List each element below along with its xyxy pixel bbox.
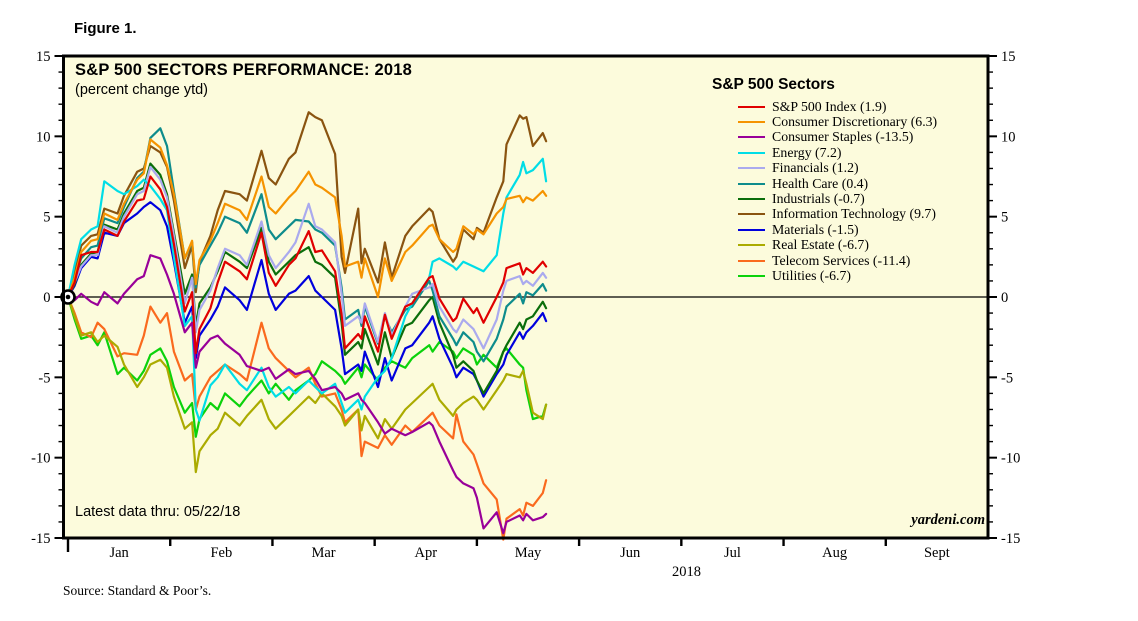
legend-label: Financials (1.2) xyxy=(772,160,859,176)
legend-label: Energy (7.2) xyxy=(772,144,842,160)
legend-entry: Health Care (0.4) xyxy=(712,176,982,191)
legend-entries: S&P 500 Index (1.9) Consumer Discretionar… xyxy=(712,99,982,284)
chart-subtitle: (percent change ytd) xyxy=(75,82,208,98)
legend-entry: Consumer Staples (-13.5) xyxy=(712,129,982,145)
y-axis-tick-label-right: 15 xyxy=(1001,49,1016,65)
x-axis-month-label: Aug xyxy=(822,545,847,561)
series-line-real-estate xyxy=(66,295,548,474)
series-line-financials xyxy=(66,165,548,350)
plot-border xyxy=(62,54,990,540)
x-axis-month-label: May xyxy=(515,545,542,561)
legend-label: Utilities (-6.7) xyxy=(772,268,851,283)
legend-swatch xyxy=(738,182,765,185)
legend-swatch xyxy=(738,274,765,277)
legend-swatch xyxy=(738,198,765,201)
x-axis-year-label: 2018 xyxy=(672,564,701,580)
source-note: Source: Standard & Poor’s. xyxy=(63,583,212,598)
x-axis-month-label: Apr xyxy=(414,545,437,561)
x-axis-month-label: Sept xyxy=(924,545,950,561)
y-axis-tick-label-right: -15 xyxy=(1001,531,1020,547)
legend-swatch xyxy=(738,167,765,170)
legend-entry: Energy (7.2) xyxy=(712,145,982,160)
y-axis-tick-label-right: 10 xyxy=(1001,129,1016,145)
legend-label: Consumer Discretionary (6.3) xyxy=(772,114,938,130)
y-axis-tick-label-right: -10 xyxy=(1001,451,1020,467)
legend-label: Health Care (0.4) xyxy=(772,175,869,191)
legend: S&P 500 Sectors S&P 500 Index (1.9) Consu… xyxy=(712,76,982,284)
series-line-energy xyxy=(66,157,548,422)
series-line-utilities xyxy=(66,295,548,438)
legend-entry: Industrials (-0.7) xyxy=(712,191,982,206)
legend-swatch xyxy=(738,121,765,124)
x-axis-month-label: Jan xyxy=(109,545,129,561)
legend-label: Real Estate (-6.7) xyxy=(772,237,869,253)
y-axis-tick-label-left: 5 xyxy=(43,210,50,226)
y-axis-tick-label-right: 5 xyxy=(1001,210,1008,226)
y-axis-tick-label-right: -5 xyxy=(1001,370,1013,386)
legend-label: Materials (-1.5) xyxy=(772,221,859,237)
legend-title: S&P 500 Sectors xyxy=(712,76,835,93)
legend-entry: Financials (1.2) xyxy=(712,160,982,176)
y-axis-tick-label-left: -5 xyxy=(38,370,50,386)
y-axis-tick-label-right: 0 xyxy=(1001,290,1008,306)
series-line-consumer-staples xyxy=(66,254,548,535)
legend-swatch xyxy=(738,244,765,247)
legend-entry: Telecom Services (-11.4) xyxy=(712,253,982,268)
y-axis-tick-label-left: -15 xyxy=(31,531,50,547)
legend-label: Information Technology (9.7) xyxy=(772,206,936,222)
legend-label: Consumer Staples (-13.5) xyxy=(772,129,914,145)
legend-entry: Information Technology (9.7) xyxy=(712,206,982,222)
legend-label: Telecom Services (-11.4) xyxy=(772,252,911,268)
legend-entry: Real Estate (-6.7) xyxy=(712,237,982,253)
series-line-s-p-500-index xyxy=(66,175,548,355)
legend-swatch xyxy=(738,151,765,154)
chart-title: S&P 500 SECTORS PERFORMANCE: 2018 xyxy=(75,61,413,79)
legend-swatch xyxy=(738,136,765,139)
y-axis-tick-label-left: 15 xyxy=(36,49,51,65)
y-axis-tick-label-left: -10 xyxy=(31,451,50,467)
legend-entry: Materials (-1.5) xyxy=(712,222,982,237)
y-axis-tick-label-left: 0 xyxy=(43,290,50,306)
latest-data-note: Latest data thru: 05/22/18 xyxy=(75,504,241,520)
legend-entry: Utilities (-6.7) xyxy=(712,268,982,283)
legend-label: S&P 500 Index (1.9) xyxy=(772,98,887,114)
x-axis-month-label: Mar xyxy=(311,545,335,561)
legend-swatch xyxy=(738,259,765,262)
x-axis-month-label: Feb xyxy=(210,545,232,561)
x-axis-month-label: Jul xyxy=(724,545,741,561)
series-line-consumer-discretionary xyxy=(66,138,548,299)
legend-swatch xyxy=(738,105,765,108)
yardeni-watermark: yardeni.com xyxy=(911,512,985,528)
legend-label: Industrials (-0.7) xyxy=(772,191,865,207)
x-axis-month-label: Jun xyxy=(620,545,641,561)
figure-label: Figure 1. xyxy=(74,20,137,37)
legend-swatch xyxy=(738,228,765,231)
legend-entry: S&P 500 Index (1.9) xyxy=(712,99,982,114)
legend-swatch xyxy=(738,213,765,216)
origin-marker-dot xyxy=(65,294,71,300)
legend-entry: Consumer Discretionary (6.3) xyxy=(712,114,982,129)
y-axis-tick-label-left: 10 xyxy=(36,129,51,145)
